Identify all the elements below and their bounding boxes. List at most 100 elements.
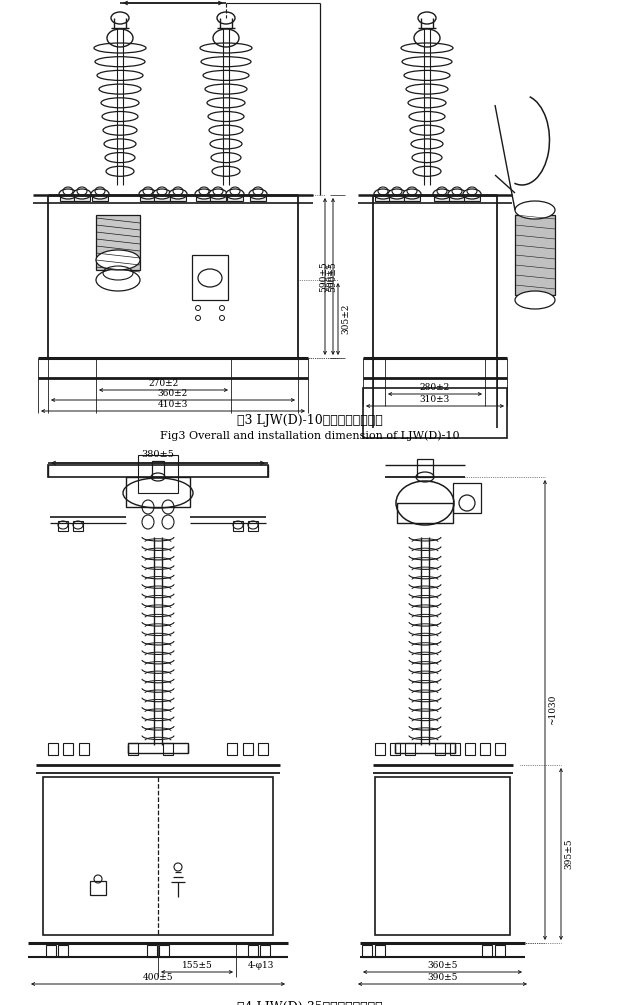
Ellipse shape [169, 189, 187, 199]
Bar [375, 777, 510, 935]
Bar [248, 521, 258, 531]
Ellipse shape [91, 189, 109, 199]
Bar [196, 193, 212, 201]
Bar [138, 455, 178, 493]
Bar [43, 777, 273, 935]
Bar [74, 193, 90, 201]
Bar [389, 193, 405, 201]
Bar [480, 743, 490, 755]
Text: 395±5: 395±5 [564, 839, 573, 869]
Ellipse shape [153, 189, 171, 199]
Bar [73, 521, 83, 531]
Bar [128, 743, 188, 753]
Text: 590±5: 590±5 [325, 262, 333, 290]
Text: 360±2: 360±2 [158, 389, 188, 398]
Bar [397, 502, 453, 523]
Bar [79, 743, 89, 755]
Bar [60, 193, 76, 201]
Bar [260, 945, 270, 957]
Bar [147, 945, 157, 957]
Text: 410±3: 410±3 [158, 400, 188, 409]
Bar [96, 215, 140, 270]
Ellipse shape [448, 189, 466, 199]
Bar [434, 193, 450, 201]
Text: 280±2: 280±2 [420, 383, 450, 392]
Ellipse shape [209, 189, 227, 199]
Bar [395, 743, 455, 753]
Bar [375, 743, 385, 755]
Text: 380±5: 380±5 [142, 450, 175, 459]
Bar [128, 743, 138, 755]
Bar [46, 945, 56, 957]
Bar [152, 461, 164, 477]
Bar [90, 881, 106, 895]
Text: Fig3 Overall and installation dimension of LJW(D)-10: Fig3 Overall and installation dimension … [160, 431, 460, 441]
Text: 590±5: 590±5 [328, 261, 337, 291]
Ellipse shape [403, 189, 421, 199]
Bar [404, 193, 420, 201]
Bar [250, 193, 266, 201]
Ellipse shape [463, 189, 481, 199]
Bar [63, 743, 73, 755]
Bar [227, 193, 243, 201]
Text: 305±2: 305±2 [341, 304, 350, 335]
Bar [192, 255, 228, 300]
Text: 400±5: 400±5 [143, 973, 173, 982]
Bar [154, 193, 170, 201]
Bar [390, 743, 400, 755]
Bar [405, 743, 415, 755]
Text: 360±5: 360±5 [427, 961, 458, 970]
Bar [495, 945, 505, 957]
Ellipse shape [195, 189, 213, 199]
Bar [515, 215, 555, 295]
Bar [375, 945, 385, 957]
Bar [465, 743, 475, 755]
Bar [362, 945, 372, 957]
Bar [495, 743, 505, 755]
Ellipse shape [73, 189, 91, 199]
Ellipse shape [515, 291, 555, 309]
Bar [233, 521, 243, 531]
Ellipse shape [96, 250, 140, 270]
Ellipse shape [226, 189, 244, 199]
Text: 图4 LJW(D)-35外型及安装尺寸图: 图4 LJW(D)-35外型及安装尺寸图 [237, 1001, 383, 1005]
Ellipse shape [59, 189, 77, 199]
Ellipse shape [374, 189, 392, 199]
Bar [363, 388, 507, 438]
Bar [170, 193, 186, 201]
Ellipse shape [515, 201, 555, 219]
Bar [48, 743, 58, 755]
Ellipse shape [96, 269, 140, 291]
Bar [375, 193, 391, 201]
Bar [453, 483, 481, 513]
Ellipse shape [433, 189, 451, 199]
Text: 图3 LJW(D)-10外型及安装尺寸图: 图3 LJW(D)-10外型及安装尺寸图 [237, 413, 383, 426]
Bar [210, 193, 226, 201]
Text: 4-φ13: 4-φ13 [248, 961, 274, 970]
Ellipse shape [249, 189, 267, 199]
Bar [417, 459, 433, 477]
Bar [248, 945, 258, 957]
Bar [464, 193, 480, 201]
Bar [92, 193, 108, 201]
Bar [48, 465, 268, 477]
Text: ~1030: ~1030 [548, 694, 557, 726]
Bar [58, 521, 68, 531]
Text: 590±5: 590±5 [319, 261, 328, 291]
Text: 390±5: 390±5 [427, 973, 458, 982]
Bar [482, 945, 492, 957]
Bar [163, 743, 173, 755]
Bar [126, 477, 190, 507]
Ellipse shape [388, 189, 406, 199]
Bar [435, 743, 445, 755]
Text: 155±5: 155±5 [181, 961, 212, 970]
Bar [243, 743, 253, 755]
Bar [450, 743, 460, 755]
Ellipse shape [139, 189, 157, 199]
Bar [258, 743, 268, 755]
Bar [449, 193, 465, 201]
Text: 310±3: 310±3 [420, 395, 450, 404]
Bar [159, 945, 169, 957]
Text: 270±2: 270±2 [148, 379, 179, 388]
Bar [140, 193, 156, 201]
